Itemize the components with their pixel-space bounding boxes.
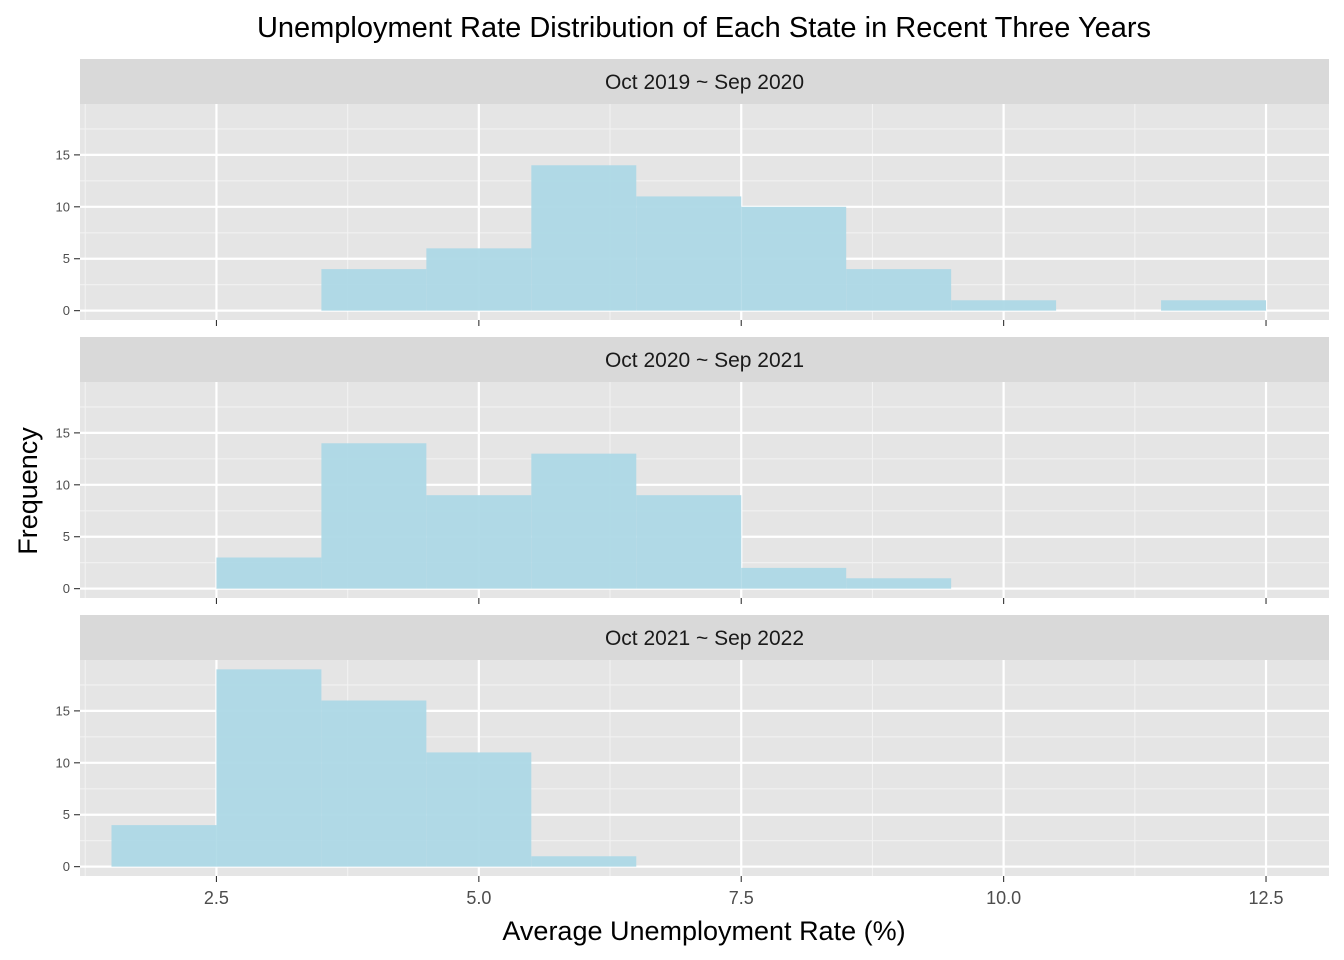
histogram-bar: [636, 196, 742, 311]
y-tick-label: 10: [56, 477, 70, 492]
histogram-bar: [426, 495, 532, 589]
histogram-bar: [216, 557, 322, 589]
histogram-bar: [321, 700, 427, 867]
y-tick-label: 15: [56, 703, 70, 718]
facet-strip: [80, 615, 1329, 660]
histogram-bar: [846, 269, 952, 311]
histogram-bar: [321, 443, 427, 589]
histogram-bar: [531, 453, 637, 589]
histogram-bar: [1161, 300, 1267, 311]
x-tick-label: 10.0: [986, 888, 1021, 908]
facet-panel: Oct 2021 ~ Sep 2022 0 5 10 15: [56, 615, 1329, 882]
y-tick-label: 0: [63, 859, 70, 874]
y-tick-label: 10: [56, 199, 70, 214]
facet-strip: [80, 337, 1329, 382]
facet-strip: [80, 59, 1329, 104]
y-tick-label: 0: [63, 303, 70, 318]
histogram-bar: [846, 578, 952, 589]
x-tick-label: 12.5: [1249, 888, 1284, 908]
y-axis-title: Frequency: [13, 427, 43, 555]
histogram-bar: [426, 248, 532, 311]
histogram-bar: [741, 206, 847, 311]
facet-panel: Oct 2019 ~ Sep 2020 0 5 10 15: [56, 59, 1329, 326]
facet-strip-label: Oct 2020 ~ Sep 2021: [605, 349, 804, 372]
y-tick-label: 15: [56, 147, 70, 162]
y-tick-label: 5: [63, 529, 70, 544]
histogram-bar: [426, 752, 532, 867]
histogram-bar: [531, 165, 637, 311]
facet-strip-label: Oct 2021 ~ Sep 2022: [605, 627, 804, 650]
y-tick-label: 10: [56, 755, 70, 770]
histogram-bar: [741, 567, 847, 589]
histogram-bar: [216, 669, 322, 867]
histogram-bar: [951, 300, 1057, 311]
histogram-bar: [636, 495, 742, 589]
y-tick-label: 5: [63, 807, 70, 822]
x-tick-label: 7.5: [729, 888, 754, 908]
y-tick-label: 15: [56, 425, 70, 440]
facet-strip-label: Oct 2019 ~ Sep 2020: [605, 71, 804, 94]
histogram-bar: [111, 825, 217, 867]
x-tick-label: 5.0: [466, 888, 491, 908]
histogram-bar: [531, 856, 637, 867]
y-tick-label: 5: [63, 251, 70, 266]
x-axis: 2.5 5.0 7.5 10.0 12.5: [204, 888, 1284, 908]
x-axis-title: Average Unemployment Rate (%): [502, 916, 905, 946]
chart-title: Unemployment Rate Distribution of Each S…: [257, 12, 1151, 44]
facet-panel: Oct 2020 ~ Sep 2021 0 5 10 15: [56, 337, 1329, 604]
x-tick-label: 2.5: [204, 888, 229, 908]
histogram-bar: [321, 269, 427, 311]
y-tick-label: 0: [63, 581, 70, 596]
